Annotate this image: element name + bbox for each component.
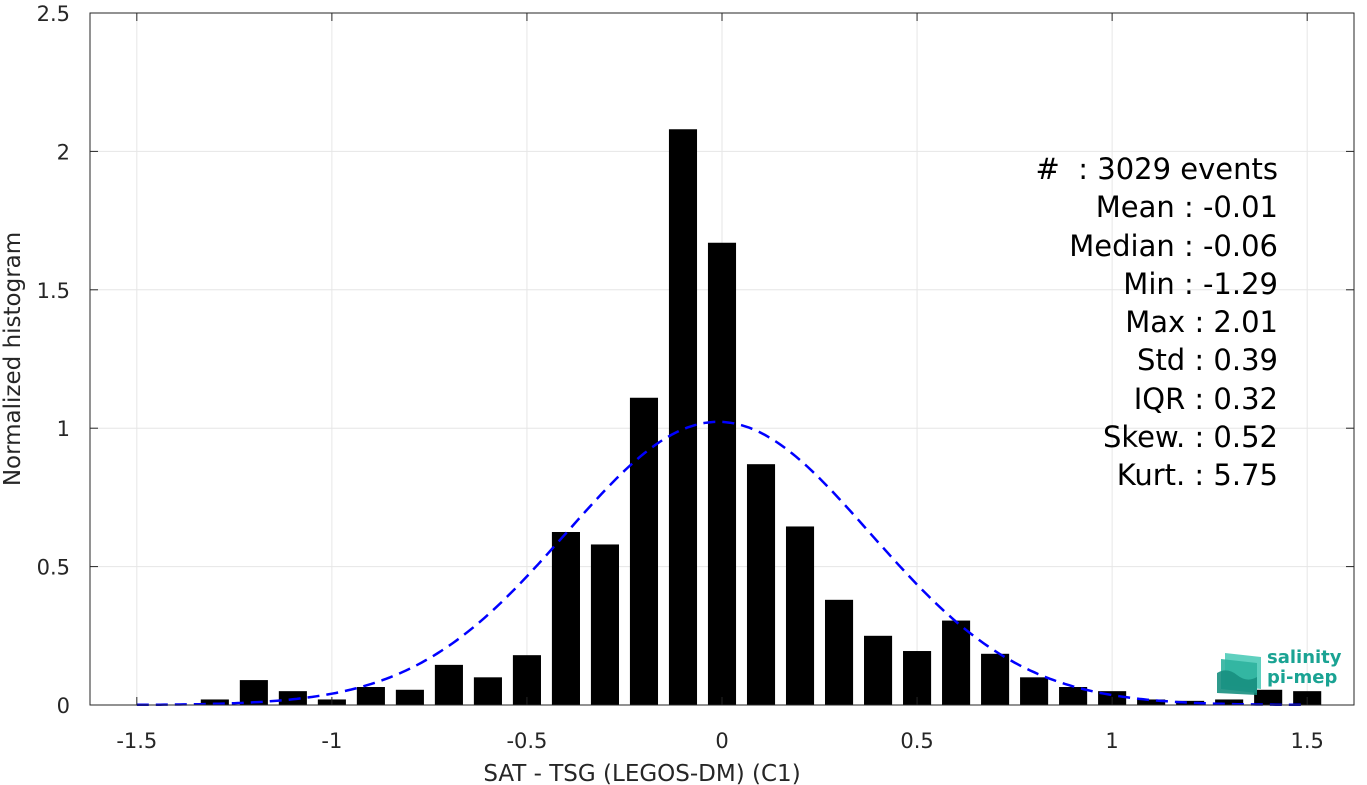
stat-median: Median : -0.06 (1069, 228, 1278, 263)
histogram-bar (746, 464, 776, 705)
histogram-bar (512, 655, 541, 705)
histogram-bar (1215, 699, 1244, 705)
histogram-bar (864, 635, 893, 705)
y-tick-label: 0.5 (37, 556, 70, 580)
histogram-bar (1176, 700, 1205, 705)
x-tick-label: 1.5 (1290, 729, 1323, 753)
x-axis-label: SAT - TSG (LEGOS-DM) (C1) (483, 761, 800, 785)
histogram-bar (239, 680, 268, 705)
y-tick-label: 1 (57, 417, 70, 441)
x-tick-label: 0.5 (900, 729, 933, 753)
stat-min: Min : -1.29 (1123, 266, 1278, 301)
salinity-pi-mep-logo: salinity pi-mep (1217, 647, 1347, 697)
y-tick-label: 2.5 (37, 2, 70, 26)
axis-ticks: -1.5 -1 -0.5 0 0.5 1 1.5 0 0.5 1 1.5 2 2.5 (37, 2, 1354, 753)
histogram-bar (942, 620, 971, 705)
x-tick-label: -1 (321, 729, 342, 753)
histogram-bar (1137, 699, 1166, 705)
histogram-bar (434, 664, 463, 705)
statistics-panel: # : 3029 events Mean : -0.01 Median : -0… (1036, 150, 1278, 495)
histogram-bar (824, 599, 854, 705)
histogram-bar (356, 687, 385, 705)
histogram-bar (629, 397, 659, 705)
histogram-bar (200, 699, 229, 705)
x-tick-label: -0.5 (506, 729, 547, 753)
logo-text: salinity pi-mep (1267, 648, 1342, 688)
x-tick-label: 1 (1105, 729, 1118, 753)
stat-mean: Mean : -0.01 (1095, 190, 1278, 225)
histogram-bar (395, 689, 424, 705)
stat-skew: Skew. : 0.52 (1102, 420, 1278, 455)
stat-kurt: Kurt. : 5.75 (1116, 458, 1278, 493)
x-tick-label: -1.5 (116, 729, 157, 753)
histogram-bar (981, 653, 1010, 705)
stat-std: Std : 0.39 (1137, 343, 1278, 378)
stat-iqr: IQR : 0.32 (1133, 381, 1278, 416)
stat-max: Max : 2.01 (1125, 305, 1278, 340)
y-axis-label: Normalized histogram (0, 232, 26, 486)
histogram-bar (590, 544, 620, 705)
histogram-bar (903, 651, 932, 705)
y-tick-label: 0 (57, 694, 70, 718)
stat-count: # : 3029 events (1035, 152, 1278, 186)
bars (200, 129, 1322, 706)
histogram-bar (668, 129, 698, 706)
y-tick-label: 1.5 (37, 279, 70, 303)
histogram-bar (707, 242, 737, 705)
histogram-bar (1020, 677, 1049, 705)
normal-fit-curve (136, 420, 1308, 707)
histogram-bar (473, 677, 502, 705)
logo-line2: pi-mep (1267, 667, 1338, 688)
x-tick-label: 0 (715, 729, 728, 753)
wave-icon (1217, 653, 1261, 695)
histogram-bar (551, 532, 580, 705)
histogram-bar (1254, 689, 1283, 705)
histogram-bar (785, 526, 815, 705)
y-tick-label: 2 (57, 140, 70, 164)
histogram-bar (1059, 687, 1088, 705)
logo-line1: salinity (1267, 647, 1342, 668)
